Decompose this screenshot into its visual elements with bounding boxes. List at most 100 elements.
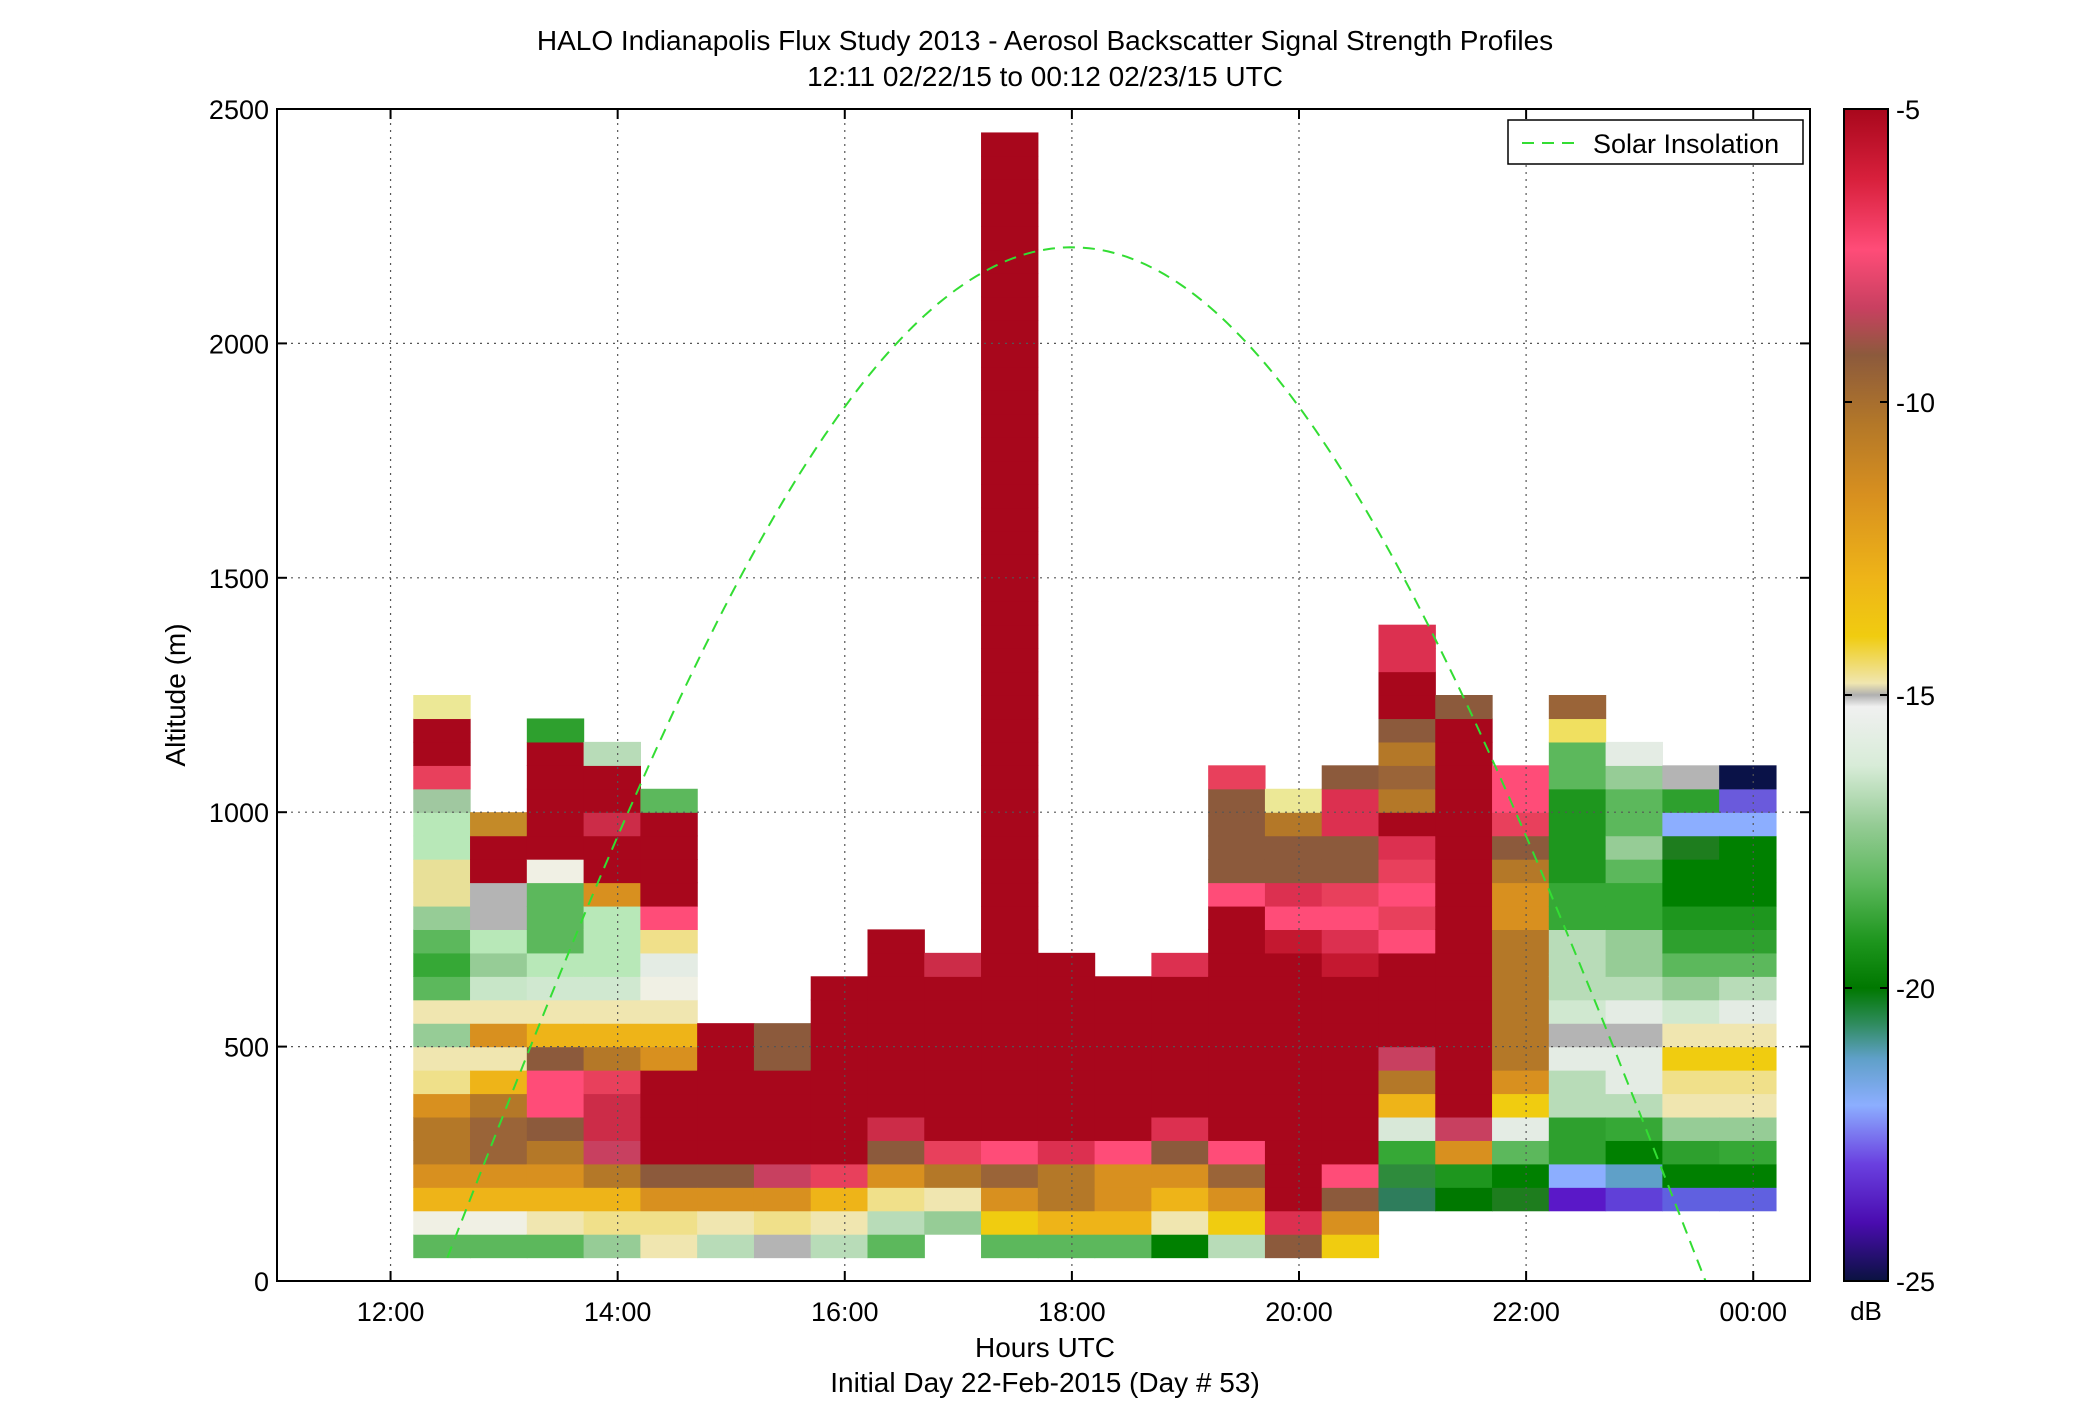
heatmap-cell — [1492, 952, 1550, 977]
heatmap-cell — [981, 460, 1039, 485]
heatmap-cell — [981, 484, 1039, 509]
heatmap-cell — [526, 882, 585, 907]
heatmap-cell — [867, 929, 925, 954]
heatmap-cell — [1264, 1070, 1323, 1095]
heatmap-cell — [1378, 624, 1436, 649]
heatmap-cell — [1321, 1163, 1380, 1188]
heatmap-cell — [526, 788, 585, 813]
heatmap-cell — [470, 1210, 528, 1235]
heatmap-cell — [981, 296, 1039, 321]
heatmap-cell — [1548, 812, 1607, 837]
heatmap-cell — [1151, 1210, 1209, 1235]
heatmap-cell — [1321, 1116, 1380, 1141]
heatmap-cell — [867, 999, 925, 1024]
heatmap-cell — [1321, 1140, 1380, 1165]
heatmap-cell — [1435, 1140, 1493, 1165]
heatmap-cell — [470, 905, 528, 930]
heatmap-cell — [753, 1046, 812, 1071]
heatmap-cell — [1037, 1140, 1096, 1165]
heatmap-cell — [1037, 952, 1096, 977]
heatmap-cell — [1435, 976, 1493, 1001]
heatmap-cell — [697, 1046, 755, 1071]
heatmap-cell — [583, 976, 641, 1001]
heatmap-cell — [526, 1163, 585, 1188]
heatmap-cell — [413, 882, 471, 907]
heatmap-cell — [810, 1234, 869, 1259]
heatmap-cell — [1492, 999, 1550, 1024]
heatmap-cell — [1605, 1163, 1663, 1188]
heatmap-cell — [981, 1234, 1039, 1259]
heatmap-cell — [753, 1234, 812, 1259]
heatmap-cell — [1378, 1187, 1436, 1212]
heatmap-cell — [1264, 976, 1323, 1001]
heatmap-cell — [924, 1023, 982, 1048]
heatmap-cell — [1321, 1046, 1380, 1071]
heatmap-cell — [413, 1210, 471, 1235]
heatmap-cell — [470, 1046, 528, 1071]
heatmap-cell — [810, 1140, 869, 1165]
heatmap-cell — [1208, 1070, 1266, 1095]
heatmap-cell — [810, 1210, 869, 1235]
heatmap-cell — [640, 882, 698, 907]
heatmap-cell — [1548, 1070, 1607, 1095]
heatmap-cell — [981, 859, 1039, 884]
heatmap-cell — [1264, 1163, 1323, 1188]
heatmap-cell — [583, 788, 641, 813]
heatmap-cell — [1435, 1023, 1493, 1048]
heatmap-cell — [981, 413, 1039, 438]
heatmap-cell — [1605, 929, 1663, 954]
heatmap-cell — [1548, 1093, 1607, 1118]
heatmap-cell — [697, 1070, 755, 1095]
heatmap-cell — [1378, 859, 1436, 884]
heatmap-cell — [981, 624, 1039, 649]
heatmap-cell — [640, 1140, 698, 1165]
heatmap-cell — [1662, 999, 1720, 1024]
heatmap-cell — [1208, 1023, 1266, 1048]
heatmap-cell — [583, 1234, 641, 1259]
heatmap-cell — [1151, 976, 1209, 1001]
heatmap-cell — [1264, 999, 1323, 1024]
legend: Solar Insolation — [1507, 119, 1804, 165]
heatmap-cell — [1378, 976, 1436, 1001]
heatmap-cell — [1548, 718, 1607, 743]
heatmap-cell — [1264, 1187, 1323, 1212]
heatmap-cell — [1208, 859, 1266, 884]
heatmap-cell — [1662, 976, 1720, 1001]
x-axis-label: Hours UTC — [975, 1332, 1115, 1363]
heatmap-cell — [1208, 812, 1266, 837]
heatmap-cell — [1605, 952, 1663, 977]
heatmap-cell — [1378, 1163, 1436, 1188]
heatmap-cell — [1208, 1116, 1266, 1141]
legend-box — [1507, 119, 1804, 165]
heatmap-cell — [1264, 1140, 1323, 1165]
heatmap-cell — [924, 952, 982, 977]
heatmap-cell — [1151, 1163, 1209, 1188]
heatmap-cell — [470, 835, 528, 860]
heatmap-cell — [1605, 859, 1663, 884]
heatmap-cell — [413, 929, 471, 954]
colorbar-unit: dB — [1850, 1296, 1882, 1326]
heatmap-cell — [810, 1023, 869, 1048]
heatmap-cell — [1321, 952, 1380, 977]
heatmap-cell — [981, 273, 1039, 298]
y-tick-label: 2000 — [209, 329, 269, 359]
heatmap-cell — [1548, 1046, 1607, 1071]
heatmap-cell — [1378, 812, 1436, 837]
heatmap-cell — [1605, 905, 1663, 930]
heatmap-cell — [810, 1046, 869, 1071]
heatmap-cell — [1151, 1116, 1209, 1141]
heatmap-cell — [413, 952, 471, 977]
heatmap-cell — [526, 1210, 585, 1235]
heatmap-cell — [1321, 1093, 1380, 1118]
heatmap-cell — [1548, 1187, 1607, 1212]
heatmap-cell — [1094, 1187, 1152, 1212]
heatmap-cell — [1492, 1023, 1550, 1048]
heatmap-cell — [924, 976, 982, 1001]
heatmap-cell — [981, 1023, 1039, 1048]
heatmap-cell — [1435, 929, 1493, 954]
heatmap-cell — [1435, 1046, 1493, 1071]
heatmap-cell — [640, 859, 698, 884]
heatmap-cell — [526, 1093, 585, 1118]
heatmap-cell — [470, 999, 528, 1024]
heatmap-cell — [867, 1093, 925, 1118]
